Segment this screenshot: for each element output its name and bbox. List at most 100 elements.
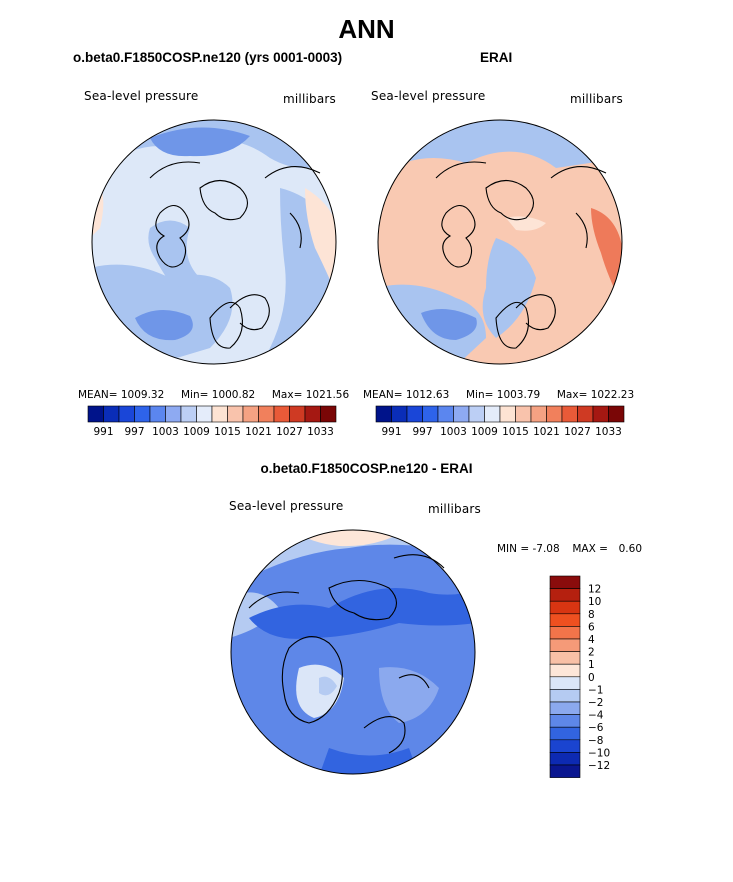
panel-3-colorbar-box-9 — [549, 689, 581, 703]
panel-2-colorbar-box-10 — [530, 405, 547, 423]
panel-1-colorbar-box-5 — [165, 405, 182, 423]
panel-3-colorbar-tick-label: 1 — [588, 659, 595, 671]
panel-1-colorbar-box-11 — [258, 405, 275, 423]
panel-2-mean-value: 1012.63 — [405, 389, 450, 401]
panel-1-min-value: 1000.82 — [211, 389, 256, 401]
panel-1-warm-east — [305, 188, 336, 298]
panel-3-units-label: millibars — [428, 502, 481, 516]
panel-2-stats: MEAN= 1012.63 Min= 1003.79 Max= 1022.23 — [363, 389, 634, 401]
panel-3-colorbar-box-2 — [549, 600, 581, 615]
panel-1-colorbar-tick-label: 1009 — [183, 426, 210, 438]
panel-1-max-value: 1021.56 — [305, 389, 350, 401]
panel-2-colorbar-box-4 — [437, 405, 454, 423]
panel-1-colorbar-box-13 — [289, 405, 306, 423]
panel-1-min-label: Min= — [180, 389, 209, 401]
panel-2-colorbar-tick-label: 1021 — [533, 426, 560, 438]
panel-2-coastlines — [435, 161, 607, 349]
panel-1-colorbar-tick-label: 1021 — [245, 426, 272, 438]
panel-1-colorbar-box-10 — [242, 405, 259, 423]
panel-2-colorbar-box-0 — [375, 405, 392, 423]
panel-3-colorbar-box-11 — [549, 714, 581, 728]
panel-1-colorbar-box-9 — [227, 405, 244, 423]
panel-1-mean-label: MEAN= — [78, 389, 118, 401]
panel-3-colorbar-box-0 — [549, 575, 581, 589]
panel-3-colorbar-tick-label: 8 — [588, 609, 595, 621]
panel-3-colorbar-tick-label: 2 — [588, 647, 595, 659]
panel-2-colorbar-tick-label: 1027 — [564, 426, 591, 438]
panel-2-colorbar-tick-label: 991 — [381, 426, 401, 438]
panel-2-map-border — [377, 119, 623, 365]
panel-2-colorbar-box-8 — [499, 405, 516, 423]
panel-1-colorbar-box-3 — [134, 405, 151, 423]
panel-3-min-value: -7.08 — [532, 543, 560, 555]
panel-2-colorbar-box-1 — [391, 405, 408, 423]
panel-3-colorbar-tick-label: −8 — [588, 735, 603, 747]
panel-1-colorbar-box-1 — [103, 405, 120, 423]
panel-2-units-label: millibars — [570, 92, 623, 106]
panel-1-colorbar: 991 997 1003 1009 1015 1021 1027 1033 — [87, 405, 337, 438]
panel-2-deep-low-south — [421, 309, 477, 340]
panel-1-variable-label: Sea-level pressure — [84, 89, 199, 103]
panel-3-stats: MIN = -7.08 MAX = 0.60 — [497, 543, 642, 555]
panel-3-colorbar-box-8 — [549, 676, 581, 690]
panel-1-coastlines — [149, 161, 321, 349]
panel-2-colorbar-tick-label: 1033 — [595, 426, 622, 438]
panel-3-inner-center — [319, 676, 337, 696]
panel-2-max-label: Max= — [556, 389, 588, 401]
panel-1-colorbar-box-0 — [87, 405, 104, 423]
panel-3-strong-band — [249, 588, 475, 639]
panel-3-colorbar-box-13 — [549, 739, 581, 753]
panel-1-title: o.beta0.F1850COSP.ne120 (yrs 0001-0003) — [73, 50, 343, 65]
panel-1-stats: MEAN= 1009.32 Min= 1000.82 Max= 1021.56 — [78, 389, 349, 401]
panel-1-colorbar-box-4 — [149, 405, 166, 423]
panel-2-colorbar-tick-label: 1003 — [440, 426, 467, 438]
panel-3-colorbar-box-14 — [549, 752, 581, 766]
panel-2-colorbar-tick-label: 1009 — [471, 426, 498, 438]
panel-3-max-label: MAX = — [572, 543, 608, 555]
panel-2-colorbar-box-6 — [468, 405, 485, 423]
panel-1-colorbar-box-8 — [211, 405, 228, 423]
panel-3-colorbar-tick-label: −6 — [588, 722, 604, 734]
panel-1-colorbar-box-15 — [320, 405, 337, 423]
panel-3-map-border — [230, 529, 476, 775]
panel-1-deep-low-north — [150, 127, 250, 157]
panel-2-colorbar-box-2 — [406, 405, 423, 423]
panel-2-colorbar-tick-label: 1015 — [502, 426, 529, 438]
panel-3-colorbar-box-7 — [549, 663, 581, 678]
panel-1-low-center — [148, 220, 200, 287]
panel-3-colorbar-tick-label: 4 — [588, 634, 595, 646]
panel-2-colorbar-box-12 — [561, 405, 578, 423]
panel-3-colorbar-box-3 — [549, 613, 581, 627]
panel-3-field-base — [231, 530, 475, 774]
panel-3-colorbar-box-5 — [549, 638, 581, 652]
panel-2-min-value: 1003.79 — [496, 389, 541, 401]
panel-1-deep-low-south — [135, 309, 193, 341]
panel-3-colorbar-tick-label: 10 — [588, 596, 601, 608]
panel-3-colorbar-box-4 — [549, 626, 581, 640]
panel-2-variable-label: Sea-level pressure — [371, 89, 486, 103]
panel-3-max-value: 0.60 — [618, 543, 643, 555]
panel-1-colorbar-box-6 — [180, 405, 197, 423]
panel-2-colorbar-box-14 — [592, 405, 609, 423]
panel-1-colorbar-box-2 — [118, 405, 135, 423]
panel-3-colorbar-tick-label: −2 — [588, 697, 603, 709]
panel-3-colorbar-tick-label: 6 — [588, 621, 595, 633]
panel-2-min-label: Min= — [465, 389, 494, 401]
panel-2-title: ERAI — [480, 50, 513, 65]
panel-1-colorbar-tick-label: 997 — [124, 426, 144, 438]
panel-1-colorbar-tick-label: 1033 — [307, 426, 334, 438]
panel-1-mean-value: 1009.32 — [120, 389, 165, 401]
panel-1-map — [91, 119, 337, 365]
panel-1-units-label: millibars — [283, 92, 336, 106]
panel-3-coastlines — [248, 554, 445, 754]
panel-3-colorbar-tick-label: −4 — [588, 710, 604, 722]
panel-2-colorbar-box-5 — [453, 405, 470, 423]
panel-3-variable-label: Sea-level pressure — [229, 499, 344, 513]
panel-3-colorbar-box-15 — [549, 764, 581, 778]
panel-2-max-value: 1022.23 — [590, 389, 635, 401]
panel-3-map — [230, 529, 476, 775]
panel-2-colorbar-box-9 — [515, 405, 532, 423]
panel-1-colorbar-tick-label: 1027 — [276, 426, 303, 438]
panel-2-mean-label: MEAN= — [363, 389, 403, 401]
